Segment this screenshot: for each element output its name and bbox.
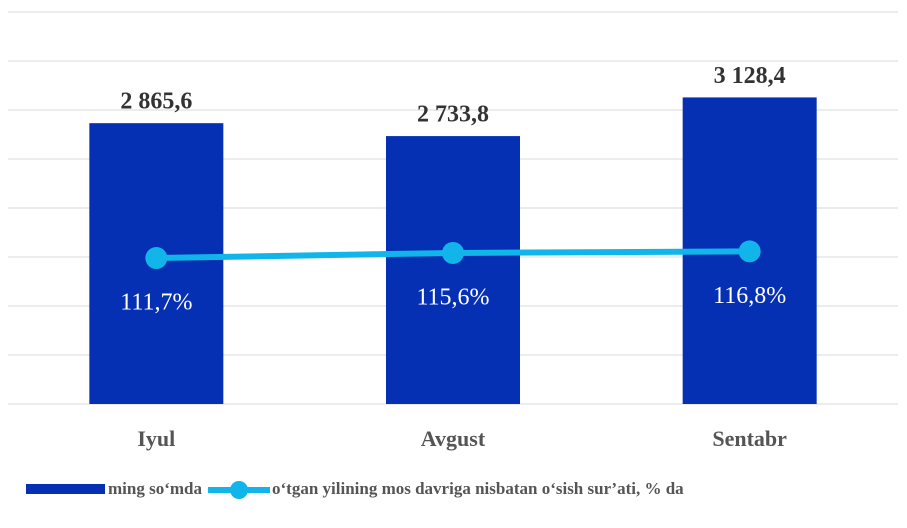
- bar-value-label: 2 865,6: [120, 89, 192, 115]
- x-tick-label: Sentabr: [712, 426, 787, 451]
- bar-value-label: 2 733,8: [417, 102, 489, 128]
- line-value-label: 115,6%: [416, 284, 489, 310]
- line-value-label: 116,8%: [713, 283, 786, 309]
- legend-label: o‘tgan yilining mos davriga nisbatan o‘s…: [272, 479, 684, 498]
- legend-swatch: [230, 481, 248, 499]
- line-marker: [738, 240, 761, 263]
- bar: [386, 136, 520, 405]
- legend-swatch: [26, 484, 105, 494]
- bar-value-label: 3 128,4: [714, 63, 786, 89]
- line-value-label: 111,7%: [120, 290, 192, 316]
- legend-label: ming so‘mda: [108, 479, 202, 498]
- line-marker: [442, 241, 464, 264]
- x-tick-label: Iyul: [137, 426, 175, 451]
- x-tick-label: Avgust: [421, 426, 486, 451]
- line-marker: [145, 247, 168, 270]
